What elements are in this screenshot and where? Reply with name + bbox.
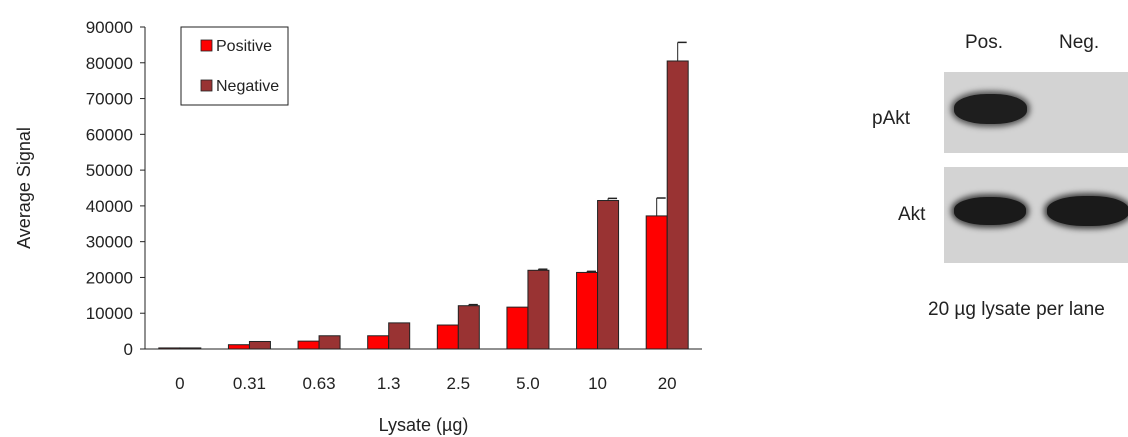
bar-negative-5.0 bbox=[527, 269, 550, 350]
y-tick-label: 70000 bbox=[86, 90, 133, 109]
bar-positive-2.5 bbox=[436, 324, 459, 350]
bar-positive-5.0 bbox=[506, 306, 529, 350]
bar-positive-0.63 bbox=[297, 340, 320, 350]
legend-swatch-positive bbox=[200, 39, 213, 52]
x-axis-ticks: 0 0.31 0.63 1.3 2.5 5.0 10 20 bbox=[175, 374, 677, 393]
x-tick-label: 20 bbox=[658, 374, 677, 393]
y-tick-label: 60000 bbox=[86, 125, 133, 144]
bar-negative-0.31 bbox=[248, 340, 271, 350]
row-label-akt: Akt bbox=[898, 204, 926, 225]
blot-image-akt bbox=[944, 167, 1128, 263]
bar-positive-1.3 bbox=[367, 335, 390, 350]
y-tick-label: 30000 bbox=[86, 233, 133, 252]
row-label-pakt: pAkt bbox=[872, 108, 911, 129]
band-akt-negative bbox=[1047, 196, 1128, 226]
y-tick-label: 40000 bbox=[86, 197, 133, 216]
lane-label-negative: Neg. bbox=[1059, 32, 1100, 53]
y-tick-label: 10000 bbox=[86, 304, 133, 323]
western-blot-panel: Pos. Neg. pAkt Akt 20 µg lysate per lane bbox=[860, 20, 1128, 420]
x-tick-label: 0.63 bbox=[303, 374, 336, 393]
x-axis-title: Lysate (µg) bbox=[379, 415, 469, 435]
band-akt-positive bbox=[954, 197, 1026, 225]
lane-label-positive: Pos. bbox=[965, 32, 1004, 53]
bar-positive-10 bbox=[576, 271, 599, 350]
bar-positive-0.31 bbox=[227, 344, 250, 350]
x-tick-label: 2.5 bbox=[446, 374, 470, 393]
x-tick-label: 0 bbox=[175, 374, 184, 393]
legend-label-negative: Negative bbox=[216, 78, 279, 95]
y-tick-label: 0 bbox=[124, 340, 133, 359]
y-axis-ticks: 0 10000 20000 30000 40000 50000 60000 70000 8000… bbox=[86, 18, 145, 359]
legend-box bbox=[180, 26, 289, 106]
y-tick-label: 80000 bbox=[86, 54, 133, 73]
y-tick-label: 50000 bbox=[86, 161, 133, 180]
band-pakt-positive bbox=[954, 94, 1027, 124]
legend-label-positive: Positive bbox=[216, 38, 272, 55]
bar-positive-20 bbox=[645, 215, 668, 350]
y-tick-label: 90000 bbox=[86, 18, 133, 37]
bars bbox=[158, 41, 689, 350]
y-axis-title: Average Signal bbox=[14, 127, 34, 249]
bar-negative-0.63 bbox=[318, 335, 341, 350]
legend-swatch-negative bbox=[200, 79, 213, 92]
x-tick-label: 1.3 bbox=[377, 374, 401, 393]
x-tick-label: 10 bbox=[588, 374, 607, 393]
y-tick-label: 20000 bbox=[86, 268, 133, 287]
bar-negative-2.5 bbox=[457, 305, 480, 350]
blot-image-pakt bbox=[944, 72, 1128, 153]
x-tick-label: 5.0 bbox=[516, 374, 540, 393]
bar-negative-10 bbox=[597, 200, 620, 350]
bar-chart: 0 10000 20000 30000 40000 50000 60000 70000 8000… bbox=[14, 18, 702, 435]
bar-negative-20 bbox=[666, 60, 689, 350]
blot-caption: 20 µg lysate per lane bbox=[928, 299, 1105, 320]
legend: Positive Negative bbox=[180, 26, 289, 106]
bar-negative-1.3 bbox=[388, 322, 411, 350]
x-tick-label: 0.31 bbox=[233, 374, 266, 393]
